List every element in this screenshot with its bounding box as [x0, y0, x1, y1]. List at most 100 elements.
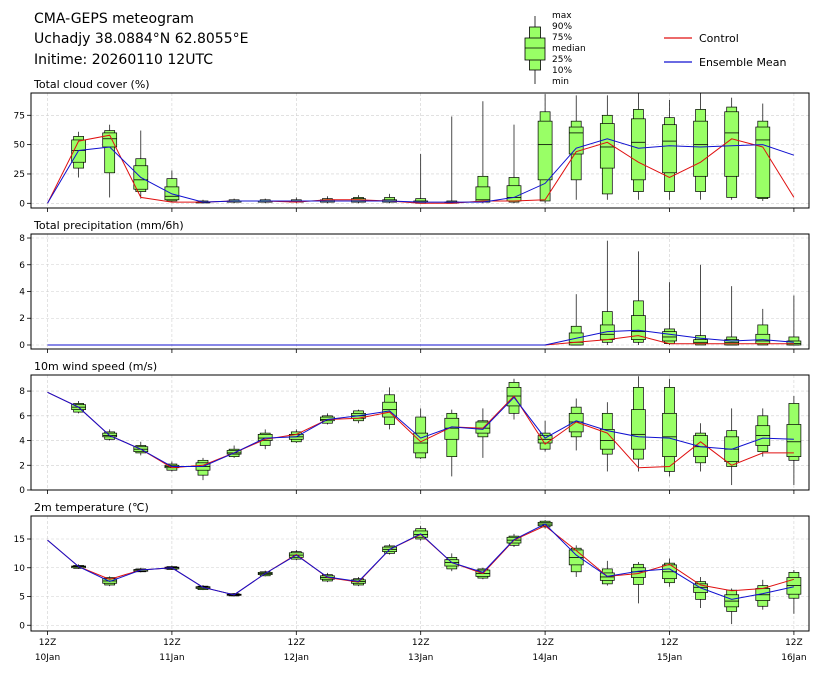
box-plot: [755, 103, 771, 201]
box-inner: [786, 424, 802, 457]
box-plot: [382, 193, 397, 204]
y-tick-label: 15: [14, 535, 25, 545]
y-tick-label: 75: [14, 111, 25, 121]
box-plot: [693, 423, 708, 472]
box-inner: [693, 120, 708, 177]
legend-control-label: Control: [699, 32, 739, 45]
legend-label-max: max: [552, 11, 572, 21]
panel-frame: [30, 92, 810, 209]
x-tick-label-date: 12Jan: [284, 653, 309, 663]
panel-wind-speed: 0 2 4 6 8: [19, 374, 810, 496]
y-tick-label: 50: [14, 141, 26, 151]
box-plot: [599, 402, 615, 472]
figure-title-initime: Initime: 20260110 12UTC: [34, 52, 213, 68]
y-tick-label: 10: [14, 564, 26, 574]
y-tick-label: 8: [19, 234, 25, 244]
panel-title-wind: 10m wind speed (m/s): [34, 360, 157, 373]
legend-label-p90: 90%: [552, 22, 572, 32]
box-plot: [631, 251, 646, 345]
control-line: [47, 134, 795, 204]
panel-cloud-cover: 0 25 50 75: [14, 92, 810, 212]
box-plot: [599, 95, 615, 200]
legend-label-p25: 25%: [552, 55, 572, 65]
box-legend: max 90% 75% median 25% 10% min: [524, 11, 586, 87]
box-plot: [382, 387, 397, 430]
box-inner: [631, 315, 646, 340]
box-plot: [568, 95, 584, 200]
x-tick-label-date: 14Jan: [532, 653, 557, 663]
box-plot: [631, 93, 646, 200]
box-plot: [631, 562, 646, 604]
x-tick-label-date: 16Jan: [781, 653, 806, 663]
box-plot: [195, 457, 211, 481]
y-tick-label: 0: [19, 341, 25, 351]
box-inner: [631, 409, 646, 450]
box-inner: [662, 331, 677, 342]
legend-label-median: median: [552, 44, 586, 54]
box-plot: [537, 94, 553, 204]
x-tick-label-time: 12Z: [536, 638, 554, 648]
x-tick-label-date: 10Jan: [35, 653, 60, 663]
box-inner: [599, 429, 615, 450]
box-plot: [786, 396, 802, 486]
box-inner: [599, 123, 615, 169]
box-inner: [755, 126, 771, 198]
box-plot: [102, 124, 118, 198]
box-inner: [226, 450, 242, 455]
y-tick-label: 8: [19, 387, 25, 397]
control-line: [47, 391, 794, 469]
x-tick-label-date: 15Jan: [657, 653, 682, 663]
box-inner: [631, 118, 646, 181]
x-tick-label-time: 12Z: [661, 638, 679, 648]
x-tick-label-date: 11Jan: [159, 653, 184, 663]
box-plot: [755, 408, 771, 457]
y-tick-label: 0: [19, 486, 25, 496]
legend-mean-label: Ensemble Mean: [699, 56, 786, 69]
box-plot: [288, 429, 304, 444]
box-plot: [351, 195, 366, 204]
figure-title-model: CMA-GEPS meteogram: [34, 11, 194, 27]
box-inner: [537, 120, 553, 181]
x-axis-labels: 12Z 10Jan 12Z 11Jan 12Z 12Jan 12Z 13Jan 12Z 14Jan…: [35, 638, 807, 663]
x-tick-label-date: 13Jan: [408, 653, 433, 663]
panel-frame: [30, 374, 810, 491]
y-tick-label: 0: [19, 621, 25, 631]
legend-label-min: min: [552, 77, 569, 87]
box-plot: [662, 100, 677, 200]
ensemble-mean-line: [47, 138, 795, 204]
box-plot: [444, 409, 460, 477]
box-plot: [599, 240, 615, 345]
x-tick-label-time: 12Z: [163, 638, 181, 648]
legend-label-p10: 10%: [552, 66, 572, 76]
box-plot: [133, 441, 149, 456]
ensemble-mean-line: [47, 329, 794, 346]
box-inner: [724, 111, 740, 177]
box-plot: [475, 101, 491, 204]
box-plot: [724, 588, 740, 625]
legend-label-p75: 75%: [552, 33, 572, 43]
box-plot: [568, 294, 584, 346]
box-inner: [164, 186, 180, 201]
box-inner: [693, 435, 708, 457]
box-plot: [786, 570, 802, 614]
panel-title-cloud: Total cloud cover (%): [33, 78, 150, 91]
box-plot: [226, 445, 242, 458]
y-tick-label: 4: [19, 437, 25, 447]
ensemble-mean-line: [47, 391, 794, 467]
x-tick-label-time: 12Z: [412, 638, 430, 648]
y-tick-label: 2: [19, 461, 25, 471]
box-inner: [444, 417, 460, 440]
box-inner: [693, 339, 708, 345]
panel-frame: [30, 515, 810, 632]
line-legend: Control Ensemble Mean: [664, 32, 786, 69]
box-plot: [71, 131, 86, 178]
y-tick-label: 2: [19, 314, 25, 324]
box-plot: [724, 286, 740, 346]
box-plot: [662, 282, 677, 345]
x-tick-label-time: 12Z: [785, 638, 803, 648]
box-plot: [413, 154, 429, 204]
x-tick-label-time: 12Z: [287, 638, 305, 648]
x-tick-label-time: 12Z: [39, 638, 57, 648]
y-tick-label: 6: [19, 412, 25, 422]
